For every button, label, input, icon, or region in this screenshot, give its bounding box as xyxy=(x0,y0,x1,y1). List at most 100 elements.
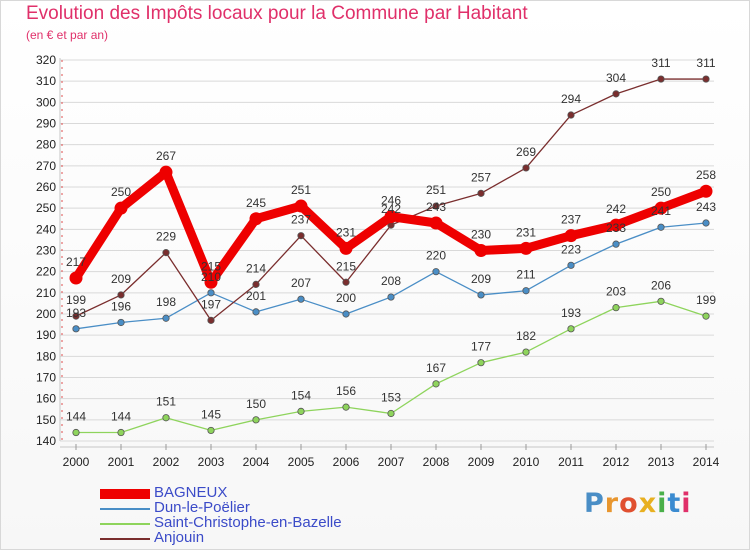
legend-swatch xyxy=(100,507,150,510)
y-tick-label: 290 xyxy=(36,117,56,131)
chart-legend: BAGNEUX Dun-le-Poëlier Saint-Christophe-en… xyxy=(100,484,400,546)
data-point xyxy=(114,201,128,215)
data-label: 294 xyxy=(561,92,581,106)
y-tick-label: 260 xyxy=(36,180,56,194)
data-point xyxy=(294,199,308,213)
data-point xyxy=(72,428,80,437)
data-label: 233 xyxy=(606,221,626,235)
data-label: 182 xyxy=(516,329,536,343)
x-tick-label: 2007 xyxy=(378,455,405,469)
data-point xyxy=(699,184,713,198)
data-point xyxy=(297,407,305,415)
data-label: 250 xyxy=(111,185,131,199)
data-label: 267 xyxy=(156,149,176,163)
y-tick-label: 190 xyxy=(36,328,56,342)
data-point xyxy=(522,164,530,172)
x-tick-label: 2009 xyxy=(468,455,495,469)
data-point xyxy=(117,428,125,437)
logo-letter: P xyxy=(584,488,605,519)
y-tick-label: 160 xyxy=(36,392,56,406)
y-tick-label: 230 xyxy=(36,244,56,258)
logo-letter: i xyxy=(681,488,692,519)
x-tick-label: 2005 xyxy=(288,455,315,469)
data-label: 199 xyxy=(696,293,716,307)
legend-swatch xyxy=(100,488,150,499)
data-label: 206 xyxy=(651,278,671,292)
data-label: 231 xyxy=(516,225,536,239)
y-tick-label: 240 xyxy=(36,222,56,236)
data-label: 311 xyxy=(651,56,670,70)
legend-swatch xyxy=(100,522,150,525)
legend-label: BAGNEUX xyxy=(154,484,228,501)
data-label: 200 xyxy=(336,291,356,305)
data-label: 230 xyxy=(471,228,491,242)
y-tick-label: 210 xyxy=(36,286,56,300)
data-point xyxy=(162,249,170,257)
data-label: 229 xyxy=(156,230,176,244)
data-point xyxy=(252,280,260,288)
data-label: 246 xyxy=(381,194,401,208)
y-tick-label: 150 xyxy=(36,413,56,427)
data-label: 223 xyxy=(561,242,581,256)
data-label: 231 xyxy=(336,225,356,239)
y-tick-label: 170 xyxy=(36,371,56,385)
data-label: 242 xyxy=(381,202,401,216)
data-point xyxy=(609,218,623,232)
y-tick-label: 280 xyxy=(36,138,56,152)
data-point xyxy=(702,219,710,227)
data-label: 237 xyxy=(291,213,311,227)
data-label: 250 xyxy=(651,185,671,199)
data-point xyxy=(69,271,83,285)
data-point xyxy=(477,189,485,197)
data-label: 198 xyxy=(156,295,176,309)
x-tick-label: 2014 xyxy=(693,455,720,469)
data-point xyxy=(297,295,305,303)
y-tick-label: 320 xyxy=(36,53,56,67)
data-point xyxy=(162,414,170,422)
logo-letter: i xyxy=(657,488,668,519)
data-label: 245 xyxy=(246,196,266,210)
data-point xyxy=(702,75,710,83)
data-point xyxy=(162,314,170,322)
data-point xyxy=(612,240,620,248)
data-label: 241 xyxy=(651,204,671,218)
data-point xyxy=(342,403,350,411)
x-tick-label: 2012 xyxy=(603,455,630,469)
data-label: 217 xyxy=(66,255,86,269)
data-point xyxy=(204,275,218,289)
data-label: 167 xyxy=(426,361,446,375)
data-point xyxy=(384,210,398,224)
y-tick-label: 200 xyxy=(36,307,56,321)
series-saint-christophe-en-bazelle xyxy=(72,297,710,437)
data-label: 215 xyxy=(336,259,356,273)
data-point xyxy=(117,291,125,299)
data-point xyxy=(657,297,665,305)
data-point xyxy=(207,289,215,297)
data-label: 144 xyxy=(111,410,131,424)
data-label: 156 xyxy=(336,384,356,398)
data-label: 209 xyxy=(471,272,491,286)
data-label: 177 xyxy=(471,340,491,354)
data-point xyxy=(207,316,215,324)
x-tick-label: 2011 xyxy=(558,455,584,469)
logo-letter: o xyxy=(619,488,639,519)
data-label: 193 xyxy=(561,306,581,320)
data-point xyxy=(342,278,350,286)
legend-item: Saint-Christophe-en-Bazelle xyxy=(100,515,400,531)
x-tick-label: 2001 xyxy=(108,455,135,469)
x-tick-label: 2003 xyxy=(198,455,225,469)
data-label: 201 xyxy=(246,289,266,303)
data-point xyxy=(567,261,575,269)
x-tick-label: 2004 xyxy=(243,455,270,469)
data-label: 210 xyxy=(201,270,221,284)
y-tick-label: 250 xyxy=(36,201,56,215)
x-tick-label: 2002 xyxy=(153,455,180,469)
x-tick-label: 2013 xyxy=(648,455,675,469)
data-label: 145 xyxy=(201,407,221,421)
data-label: 251 xyxy=(291,183,311,197)
data-point xyxy=(657,223,665,231)
series-anjouin xyxy=(72,75,710,324)
chart-title: Evolution des Impôts locaux pour la Comm… xyxy=(26,3,528,24)
data-label: 304 xyxy=(606,71,626,85)
